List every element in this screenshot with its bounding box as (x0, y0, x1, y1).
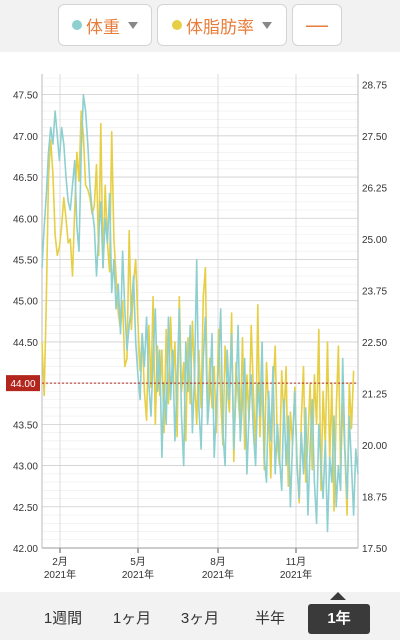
y-right-tick-label: 17.50 (362, 544, 387, 555)
x-tick-year-label: 2021年 (202, 568, 234, 581)
bodyfat-series-label: 体脂肪率 (186, 17, 254, 37)
y-right-tick-label: 26.25 (362, 183, 387, 194)
y-left-tick-label: 46.50 (13, 173, 38, 184)
period-tabs: 1週間 1ヶ月 3ヶ月 半年 1年 (0, 596, 400, 640)
target-weight-label: 44.00 (10, 379, 35, 390)
target-weight-badge (6, 375, 40, 392)
extra-series-label: — (306, 12, 328, 37)
x-tick-year-label: 2021年 (280, 568, 312, 581)
x-tick-month-label: 2月 (52, 556, 68, 568)
tab-half-year[interactable]: 半年 (254, 610, 285, 627)
tab-1-week[interactable]: 1週間 (43, 610, 83, 627)
y-left-tick-label: 43.50 (13, 420, 38, 431)
weight-series-dropdown[interactable]: 体重 (58, 4, 152, 46)
y-left-tick-label: 42.50 (13, 503, 38, 514)
chevron-down-icon (128, 21, 138, 29)
x-tick-month-label: 8月 (210, 556, 226, 568)
x-tick-month-label: 5月 (130, 556, 146, 568)
y-right-tick-label: 21.25 (362, 389, 387, 400)
y-right-tick-label: 18.75 (362, 492, 387, 503)
x-tick-year-label: 2021年 (122, 568, 154, 581)
x-tick-month-label: 11月 (286, 556, 306, 568)
tab-3-months[interactable]: 3ヶ月 (180, 610, 220, 627)
y-right-tick-label: 20.00 (362, 441, 387, 452)
weight-color-dot (72, 20, 82, 30)
y-left-tick-label: 47.50 (13, 91, 38, 102)
y-left-tick-label: 45.00 (13, 297, 38, 308)
bodyfat-color-dot (172, 20, 182, 30)
tab-1-year[interactable]: 1年 (308, 604, 370, 634)
weight-series-label: 体重 (86, 17, 120, 37)
y-right-tick-label: 27.50 (362, 132, 387, 143)
y-left-tick-label: 47.00 (13, 132, 38, 143)
y-right-tick-label: 28.75 (362, 80, 387, 91)
bodyfat-series-dropdown[interactable]: 体脂肪率 (157, 4, 287, 46)
active-tab-indicator (330, 592, 346, 600)
y-right-tick-label: 25.00 (362, 235, 387, 246)
y-right-tick-label: 22.50 (362, 338, 387, 349)
y-right-tick-label: 23.75 (362, 286, 387, 297)
tab-1-month[interactable]: 1ヶ月 (112, 610, 152, 627)
y-left-tick-label: 45.50 (13, 255, 38, 266)
chart-selector-bar: 体重 体脂肪率 — (0, 0, 400, 52)
chart-area: 47.50 47.00 46.50 46.00 45.50 45.00 44.50 44.00… (0, 52, 400, 592)
y-left-tick-label: 44.50 (13, 338, 38, 349)
weight-series-line (41, 93, 359, 533)
y-left-tick-label: 43.00 (13, 462, 38, 473)
x-tick-year-label: 2021年 (44, 568, 76, 581)
y-left-tick-label: 42.00 (13, 544, 38, 555)
weight-bodyfat-chart: 47.50 47.00 46.50 46.00 45.50 45.00 44.50 44.00… (6, 74, 387, 581)
chevron-down-icon (262, 21, 272, 29)
extra-series-button[interactable]: — (292, 4, 342, 46)
y-left-tick-label: 46.00 (13, 214, 38, 225)
